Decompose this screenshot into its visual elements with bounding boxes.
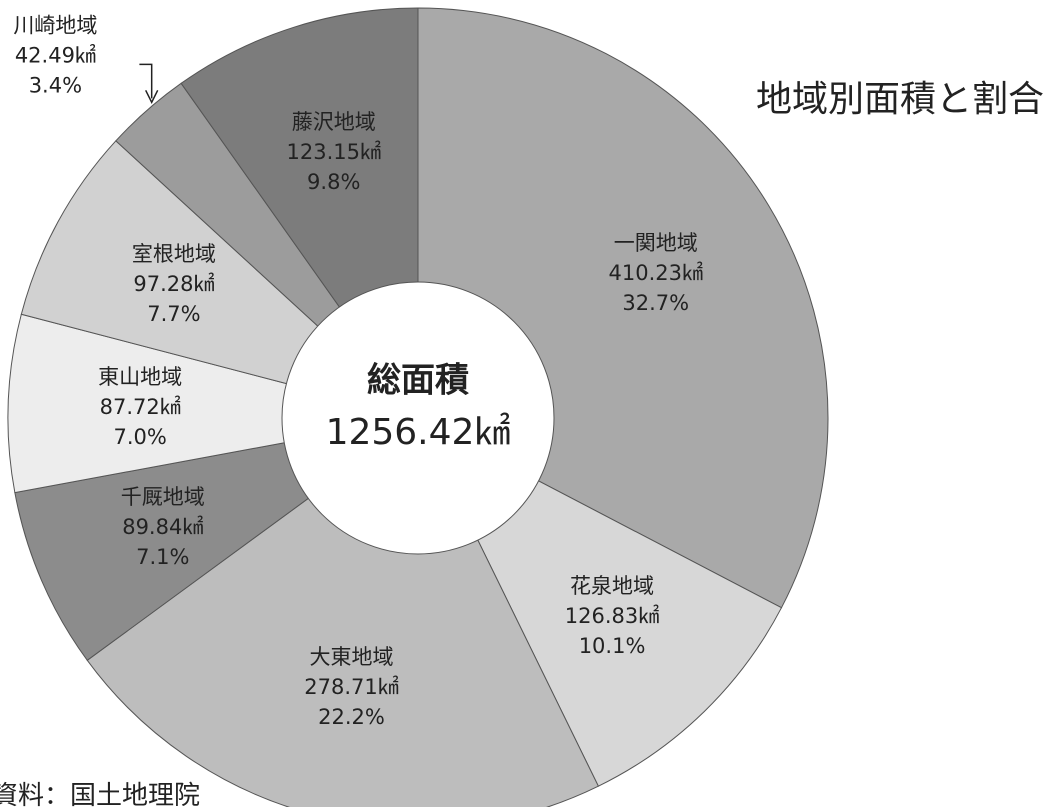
percent-label: 7.0% <box>114 425 167 449</box>
slice-label: 花泉地域 <box>570 574 654 598</box>
value-label: 410.23㎢ <box>608 261 702 285</box>
percent-label: 7.7% <box>147 302 200 326</box>
percent-label: 32.7% <box>622 291 689 315</box>
percent-label: 9.8% <box>307 170 360 194</box>
source: 資料：国土地理院 <box>0 781 200 807</box>
total-label: 1256.42㎢ <box>326 411 511 453</box>
slice-label: 大東地域 <box>310 645 394 669</box>
percent-label: 7.1% <box>136 545 189 569</box>
value-label: 97.28㎢ <box>133 272 214 296</box>
value-label: 278.71㎢ <box>304 675 398 699</box>
value-label: 123.15㎢ <box>286 140 380 164</box>
slice-label: 千厩地域 <box>121 485 205 509</box>
chart-title: 地域別面積と割合 <box>756 79 1044 120</box>
slice-label: 東山地域 <box>98 365 182 389</box>
value-label: 126.83㎢ <box>565 604 659 628</box>
slice-label: 川崎地域 <box>13 13 97 37</box>
slice-label: 室根地域 <box>132 242 216 266</box>
leader-arrow <box>139 63 153 99</box>
percent-label: 3.4% <box>29 73 82 97</box>
slice <box>86 417 600 807</box>
value-label: 42.49㎢ <box>15 43 96 67</box>
value-label: 89.84㎢ <box>122 515 203 539</box>
slice-label: 一関地域 <box>614 231 698 255</box>
slice <box>7 313 419 494</box>
arrow-head <box>145 90 159 105</box>
percent-label: 22.2% <box>318 705 385 729</box>
value-label: 87.72㎢ <box>100 395 181 419</box>
center-label: 総面積 <box>367 361 469 401</box>
slice-label: 藤沢地域 <box>292 110 376 134</box>
percent-label: 10.1% <box>579 634 646 658</box>
donut-hole <box>281 281 555 555</box>
